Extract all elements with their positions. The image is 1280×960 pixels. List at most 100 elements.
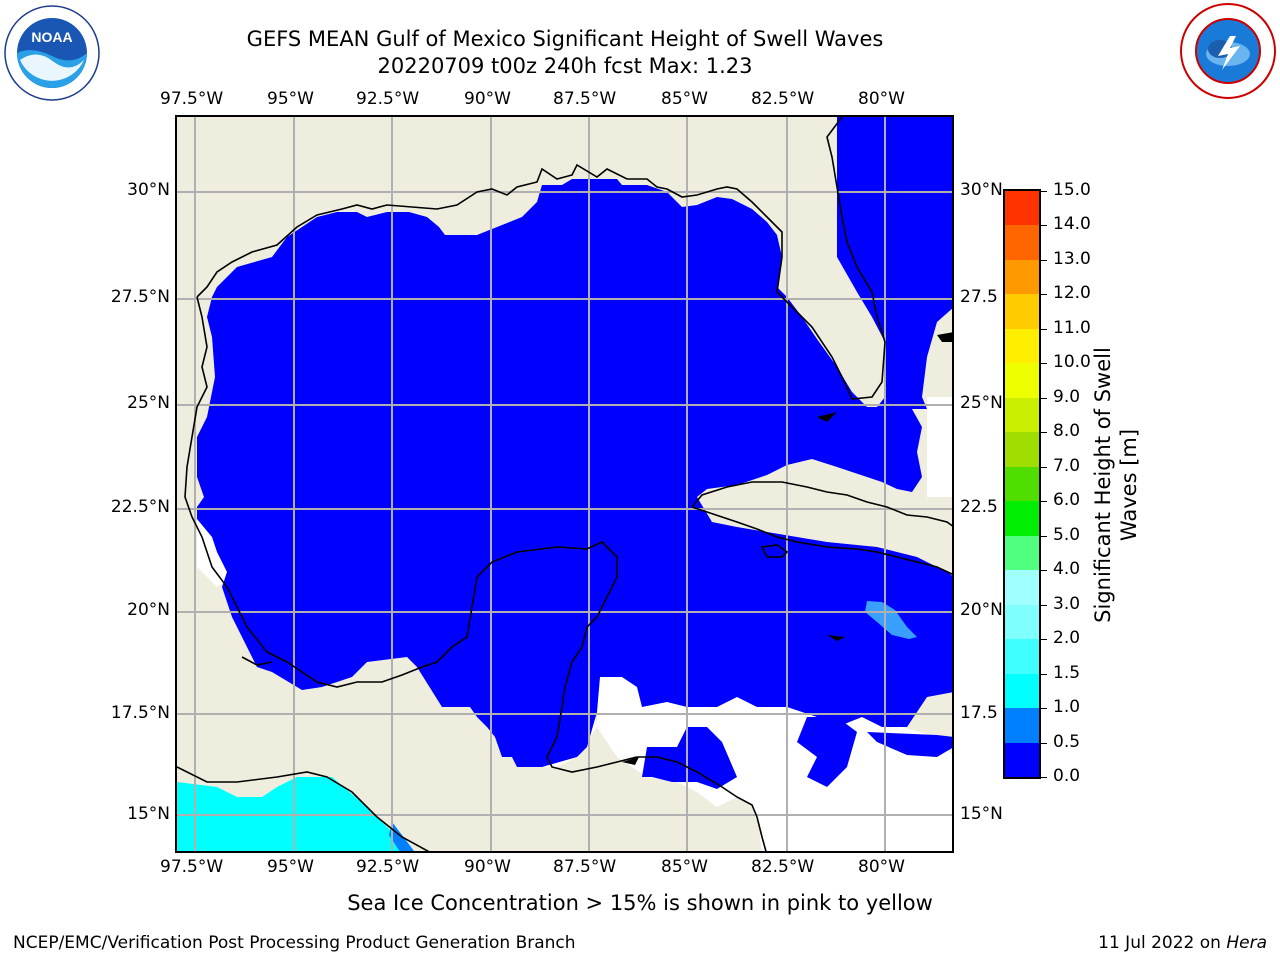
colorbar-segment [1005, 707, 1039, 743]
lat-label-left: 15°N [127, 804, 170, 824]
colorbar-segment [1005, 673, 1039, 709]
lon-label-top: 95°W [267, 89, 314, 109]
colorbar-tick-label: 9.0 [1053, 386, 1081, 407]
colorbar-tick [1041, 708, 1047, 710]
chart-subtitle: 20220709 t00z 240h fcst Max: 1.23 [377, 54, 753, 78]
islands [622, 332, 952, 765]
lat-label-left: 22.5°N [110, 497, 170, 517]
map-panel [175, 115, 954, 853]
colorbar-tick [1041, 466, 1047, 468]
colorbar-segment [1005, 569, 1039, 605]
colorbar-tick-label: 4.0 [1053, 559, 1081, 580]
colorbar-tick [1041, 777, 1047, 778]
lon-label-top: 80°W [858, 89, 905, 109]
map-canvas [177, 117, 952, 851]
colorbar-segment [1005, 397, 1039, 433]
colorbar-tick [1041, 191, 1047, 192]
ocean-swell-0-0.5 [642, 727, 737, 789]
lon-label-top: 82.5°W [751, 89, 815, 109]
colorbar-tick-label: 5.0 [1053, 524, 1081, 545]
lon-label-top: 87.5°W [553, 89, 617, 109]
colorbar-tick-label: 1.0 [1053, 697, 1081, 718]
colorbar-tick [1041, 501, 1047, 503]
lon-label-top: 85°W [661, 89, 708, 109]
colorbar-segment [1005, 431, 1039, 467]
colorbar-label-line1: Significant Height of Swell [1091, 347, 1115, 623]
colorbar-tick [1041, 639, 1047, 641]
colorbar-tick-label: 0.0 [1053, 766, 1081, 786]
colorbar-tick-label: 13.0 [1053, 248, 1091, 269]
footer-host: Hera [1226, 933, 1267, 953]
colorbar-tick-label: 2.0 [1053, 628, 1081, 649]
lat-label-right: 15°N [960, 804, 1003, 824]
chart-title: GEFS MEAN Gulf of Mexico Significant Hei… [246, 27, 884, 51]
colorbar-tick-label: 6.0 [1053, 490, 1081, 511]
lon-label-bottom: 85°W [661, 857, 708, 877]
colorbar-segment [1005, 535, 1039, 571]
footer-date: 11 Jul 2022 on Hera [1098, 933, 1267, 953]
lon-label-bottom: 80°W [858, 857, 905, 877]
lon-label-top: 97.5°W [160, 89, 224, 109]
colorbar-tick-label: 7.0 [1053, 455, 1081, 476]
coastlines [177, 117, 952, 851]
lat-label-right: 27.5 [960, 287, 998, 307]
lon-label-bottom: 87.5°W [553, 857, 617, 877]
colorbar-tick-label: 1.5 [1053, 662, 1081, 683]
colorbar-tick [1041, 604, 1047, 606]
ocean-swell-0-0.5 [197, 117, 952, 767]
lat-label-right: 20°N [960, 600, 1003, 620]
colorbar-segment [1005, 638, 1039, 674]
colorbar-segment [1005, 191, 1039, 226]
sea-ice-footnote: Sea Ice Concentration > 15% is shown in … [347, 891, 933, 915]
colorbar-tick-label: 12.0 [1053, 283, 1091, 304]
colorbar-segment [1005, 259, 1039, 295]
colorbar-segment [1005, 500, 1039, 536]
lat-label-right: 22.5 [960, 497, 998, 517]
lon-label-bottom: 95°W [267, 857, 314, 877]
colorbar-tick [1041, 673, 1047, 675]
colorbar-tick [1041, 259, 1047, 261]
nodata-area [927, 397, 952, 497]
colorbar-segment [1005, 604, 1039, 640]
colorbar-tick [1041, 570, 1047, 572]
colorbar-tick [1041, 742, 1047, 744]
colorbar-segment [1005, 466, 1039, 502]
colorbar-tick [1041, 363, 1047, 365]
ocean-swell-0-0.5 [797, 717, 857, 787]
colorbar-tick-label: 8.0 [1053, 421, 1081, 442]
colorbar-tick-label: 11.0 [1053, 317, 1091, 338]
colorbar-segment [1005, 224, 1039, 260]
swell-patch-0.5-1.0 [865, 601, 917, 639]
lon-label-bottom: 90°W [464, 857, 511, 877]
colorbar-segment [1005, 293, 1039, 329]
lat-label-right: 25°N [960, 393, 1003, 413]
colorbar-tick [1041, 294, 1047, 296]
colorbar-segment [1005, 328, 1039, 364]
lon-label-top: 90°W [464, 89, 511, 109]
colorbar-segment [1005, 742, 1039, 777]
noaa-logo-text: NOAA [31, 29, 72, 45]
lat-label-left: 30°N [127, 180, 170, 200]
colorbar-tick-label: 15.0 [1053, 180, 1091, 200]
nws-logo [1178, 2, 1278, 100]
colorbar-tick-label: 3.0 [1053, 593, 1081, 614]
colorbar [1003, 189, 1041, 779]
colorbar-segment [1005, 362, 1039, 398]
colorbar-tick-label: 14.0 [1053, 214, 1091, 235]
lon-label-bottom: 97.5°W [160, 857, 224, 877]
footer-date-text: 11 Jul 2022 on [1098, 933, 1227, 953]
lat-label-left: 17.5°N [110, 703, 170, 723]
noaa-logo: NOAA [2, 4, 102, 102]
ocean-swell-0-0.5 [867, 732, 952, 757]
colorbar-tick [1041, 328, 1047, 330]
lon-label-bottom: 92.5°W [356, 857, 420, 877]
colorbar-tick [1041, 432, 1047, 434]
lat-label-left: 27.5°N [110, 287, 170, 307]
lon-label-bottom: 82.5°W [751, 857, 815, 877]
colorbar-tick [1041, 225, 1047, 227]
colorbar-tick-label: 0.5 [1053, 731, 1081, 752]
colorbar-label-line2: Waves [m] [1117, 428, 1141, 542]
lat-label-right: 17.5 [960, 703, 998, 723]
lon-label-top: 92.5°W [356, 89, 420, 109]
graticule [177, 117, 952, 851]
